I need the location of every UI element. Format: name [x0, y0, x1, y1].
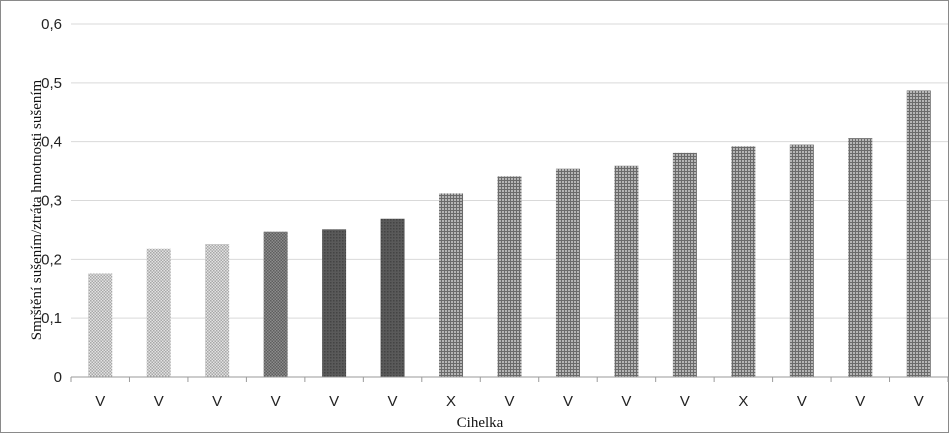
bars	[88, 90, 931, 378]
bar	[555, 168, 580, 377]
y-tick-label: 0,3	[41, 193, 62, 210]
x-tick-label: X	[738, 393, 748, 410]
y-tick-label: 0,5	[41, 75, 62, 92]
x-tick-label: X	[446, 393, 456, 410]
x-tick-label: V	[914, 393, 924, 410]
x-axis-title: Cihelka	[457, 415, 504, 431]
x-tick-label: V	[621, 393, 631, 410]
x-tick-label: V	[504, 393, 514, 410]
y-tick-label: 0,6	[41, 16, 62, 33]
x-tick-label: V	[271, 393, 281, 410]
bar	[789, 144, 814, 377]
y-tick-labels: 0 0,1 0,2 0,3 0,4 0,5 0,6	[41, 16, 62, 386]
y-tick-label: 0,4	[41, 134, 62, 151]
x-tick-label: V	[95, 393, 105, 410]
bar	[263, 231, 288, 377]
y-axis-title: Smrštění sušením/ztráta hmotnosti sušení…	[29, 79, 45, 340]
x-tick-label: V	[329, 393, 339, 410]
x-tick-label: V	[855, 393, 865, 410]
bar	[146, 248, 171, 377]
x-tick-label: V	[154, 393, 164, 410]
bar	[614, 165, 639, 377]
bar	[439, 193, 464, 377]
bar	[322, 229, 347, 377]
bar	[88, 273, 113, 377]
y-tick-label: 0	[54, 369, 62, 386]
bar	[672, 152, 697, 377]
y-tick-label: 0,1	[41, 310, 62, 327]
bar	[205, 244, 230, 377]
x-tick-label: V	[680, 393, 690, 410]
bar	[848, 138, 873, 377]
x-tick-label: V	[797, 393, 807, 410]
bar	[731, 146, 756, 377]
y-tick-label: 0,2	[41, 251, 62, 268]
x-tick-label: V	[388, 393, 398, 410]
x-tick-label: V	[563, 393, 573, 410]
x-tick-label: V	[212, 393, 222, 410]
bar	[906, 90, 931, 378]
x-tick-marks	[70, 377, 949, 382]
bar	[497, 176, 522, 377]
bar	[380, 218, 405, 377]
